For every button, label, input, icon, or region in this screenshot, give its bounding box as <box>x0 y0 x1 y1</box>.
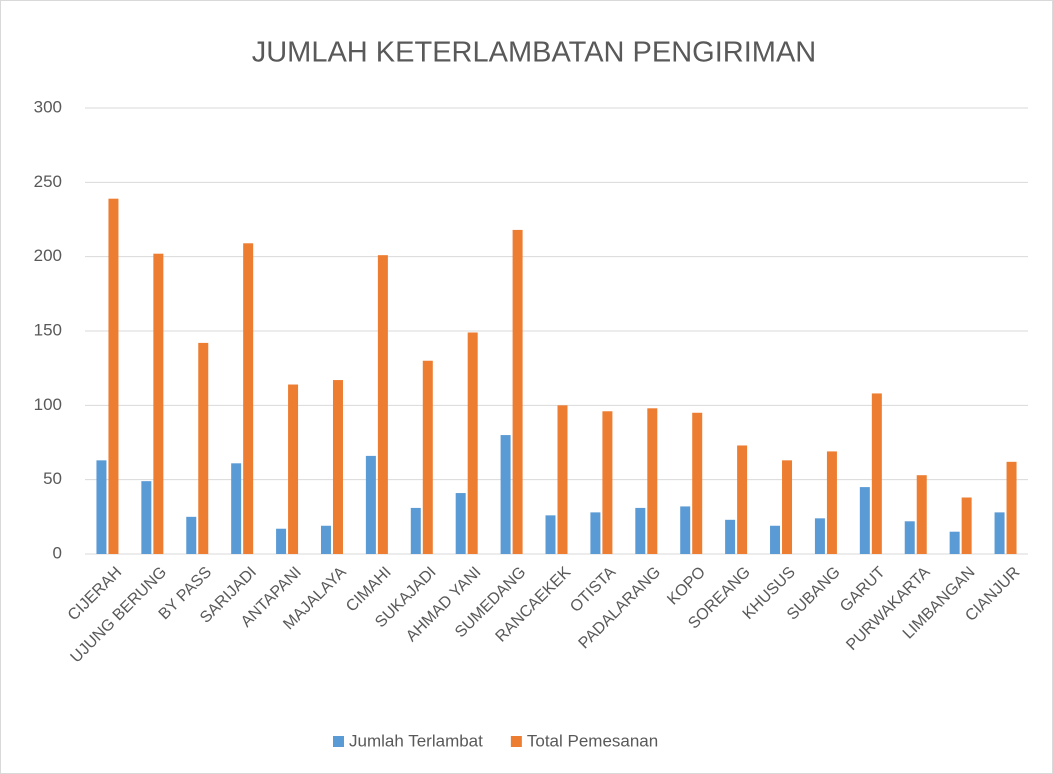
y-tick-label: 150 <box>34 320 62 339</box>
bar <box>198 342 209 554</box>
bar <box>782 460 793 554</box>
bar <box>994 512 1005 554</box>
bar <box>332 380 343 554</box>
y-tick-label: 50 <box>43 469 62 488</box>
bar <box>961 497 972 554</box>
bar <box>814 518 825 554</box>
bar <box>96 460 107 554</box>
bar <box>737 445 748 554</box>
bar <box>545 515 556 554</box>
y-tick-label: 300 <box>34 97 62 116</box>
bar <box>377 255 388 554</box>
bar <box>276 528 287 554</box>
y-tick-label: 200 <box>34 246 62 265</box>
bar <box>365 455 376 554</box>
bar <box>108 198 119 555</box>
bar <box>916 475 927 554</box>
bar <box>949 531 960 554</box>
bar <box>410 507 421 554</box>
bar <box>1006 461 1017 554</box>
bar <box>647 408 658 554</box>
bar <box>231 463 242 554</box>
legend-swatch <box>510 736 522 747</box>
bar <box>635 507 646 554</box>
bar <box>422 360 433 554</box>
bar <box>904 521 915 554</box>
bar <box>590 512 601 554</box>
bar <box>153 253 164 554</box>
bar <box>770 525 781 554</box>
bar <box>467 332 478 554</box>
bar <box>141 481 152 554</box>
bar <box>680 506 691 554</box>
bar <box>288 384 299 554</box>
chart-title: JUMLAH KETERLAMBATAN PENGIRIMAN <box>252 37 817 69</box>
y-tick-label: 250 <box>34 172 62 191</box>
bar <box>500 435 511 554</box>
bar <box>186 516 197 554</box>
bar <box>512 229 523 554</box>
legend-label: Total Pemesanan <box>527 731 658 750</box>
bar <box>243 243 254 554</box>
bar <box>557 405 568 554</box>
bar <box>859 487 870 554</box>
bar <box>602 411 613 554</box>
bar <box>826 451 837 554</box>
bar <box>692 412 703 554</box>
y-tick-label: 0 <box>53 543 62 562</box>
y-tick-label: 100 <box>34 395 62 414</box>
bar <box>455 493 466 554</box>
bar <box>725 519 736 554</box>
bar <box>871 393 882 554</box>
bar <box>320 525 331 554</box>
legend-swatch <box>333 736 344 747</box>
legend-label: Jumlah Terlambat <box>349 731 483 750</box>
